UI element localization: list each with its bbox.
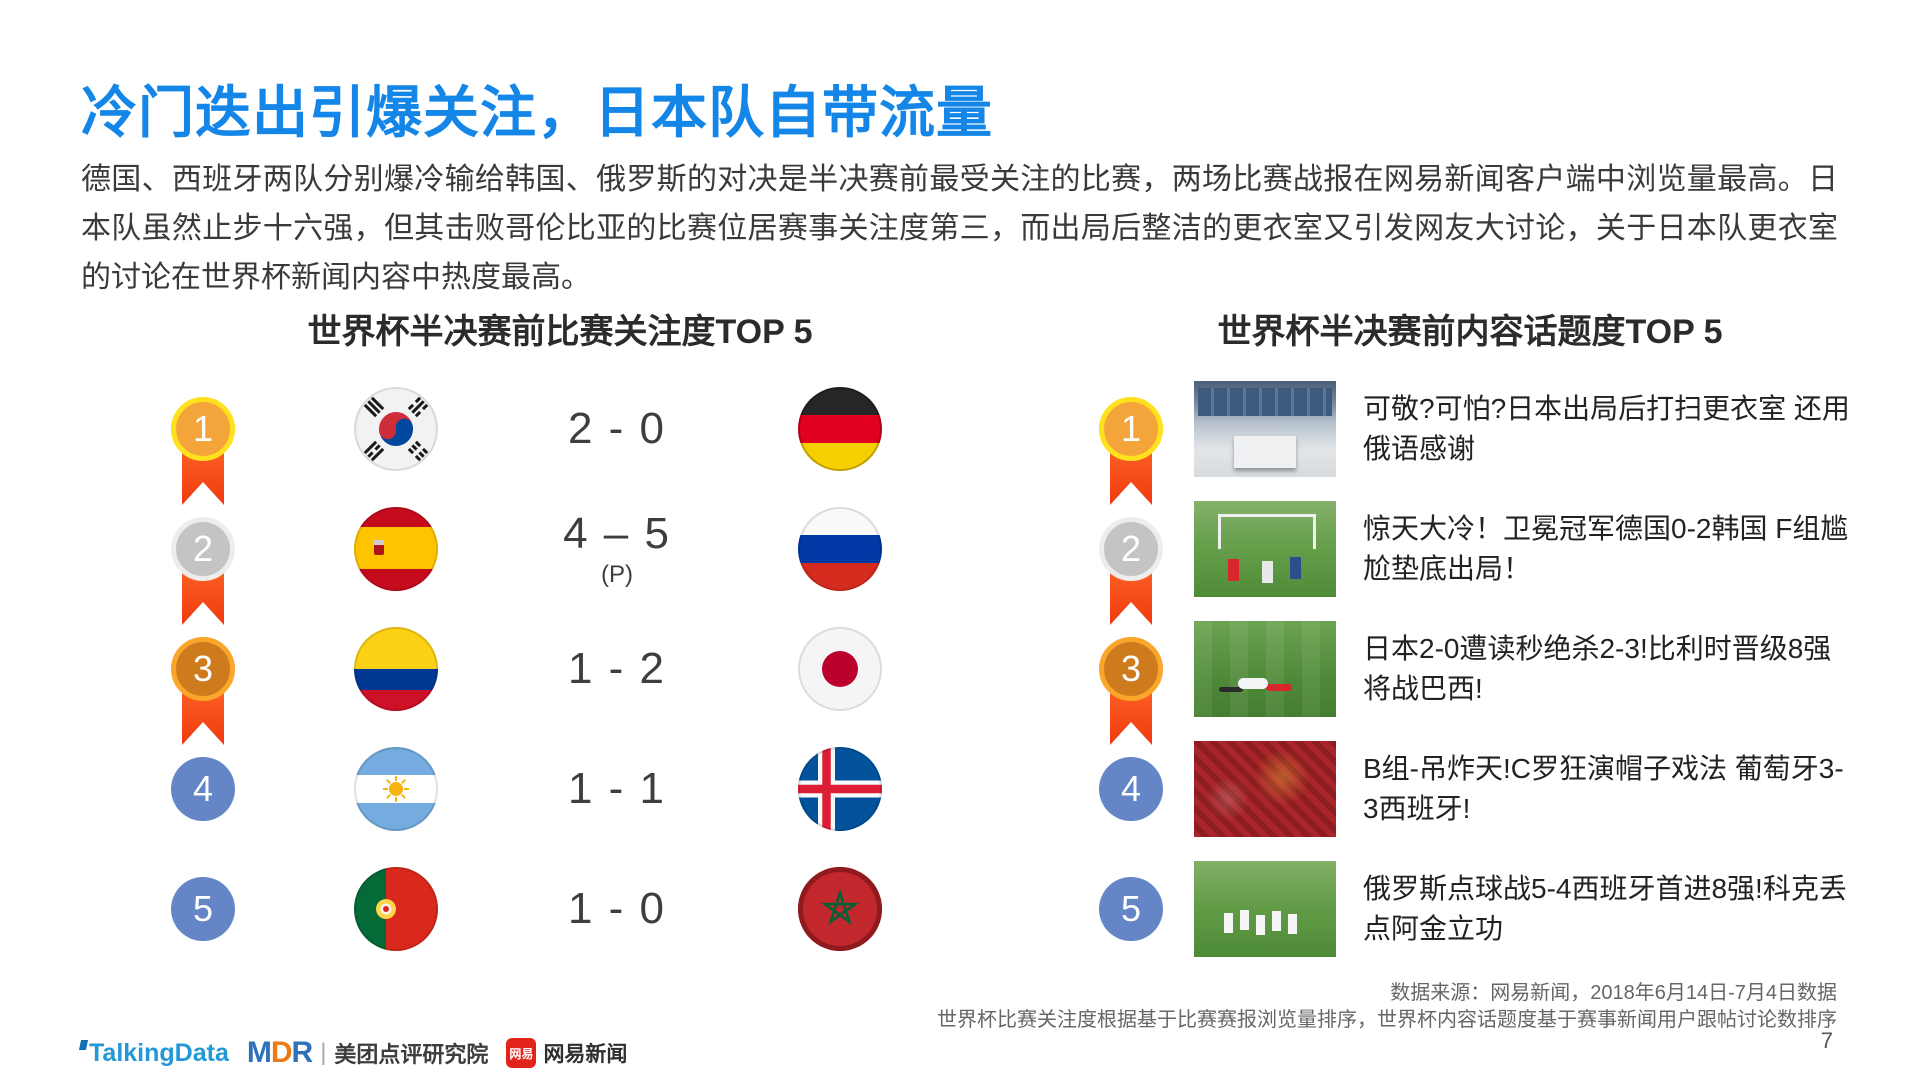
germany-korea-match-photo xyxy=(1194,501,1336,597)
penalty-note: (P) xyxy=(601,561,633,588)
news-title: 惊天大冷！卫冕冠军德国0-2韩国 F组尴尬垫底出局！ xyxy=(1363,513,1849,584)
topic-panel-header: 世界杯半决赛前内容话题度TOP 5 xyxy=(1217,313,1723,351)
rank-number: 2 xyxy=(171,517,235,581)
south-korea-flag xyxy=(354,387,438,471)
topic-rank-badge-2: 2 xyxy=(1099,517,1163,625)
russia-flag xyxy=(798,507,882,591)
rank-row-5: 5 1 - 0 xyxy=(0,849,1921,969)
rank-number: 3 xyxy=(171,637,235,701)
topic-rank-badge-5: 5 xyxy=(1099,877,1163,941)
news-title: 日本2-0遭读秒绝杀2-3!比利时晋级8强将战巴西! xyxy=(1363,633,1832,704)
data-source-note: 数据来源：网易新闻，2018年6月14日-7月4日数据 世界杯比赛关注度根据基于… xyxy=(937,980,1837,1034)
rank-number: 3 xyxy=(1099,637,1163,701)
page-number: 7 xyxy=(1820,1028,1833,1053)
match-score: 4 – 5 (P) xyxy=(512,509,722,589)
germany-flag xyxy=(798,387,882,471)
talkingdata-logo: TalkingData xyxy=(78,1039,229,1068)
netease-label: 网易新闻 xyxy=(543,1043,628,1066)
rank-badge-4: 4 xyxy=(171,757,235,821)
talkingdata-tick-icon xyxy=(78,1039,89,1050)
rank-badge-5: 5 xyxy=(171,877,235,941)
logo-divider: | xyxy=(320,1039,327,1066)
iceland-flag xyxy=(798,747,882,831)
topic-rank-badge-1: 1 xyxy=(1099,397,1163,505)
spain-flag xyxy=(354,507,438,591)
topic-rank-badge-4: 4 xyxy=(1099,757,1163,821)
rank-badge-3: 3 xyxy=(171,637,235,745)
colombia-flag xyxy=(354,627,438,711)
footer-logos: TalkingData MDR | 美团点评研究院 网易 网易新闻 xyxy=(78,1036,627,1070)
news-title: 俄罗斯点球战5-4西班牙首进8强!科克丢点阿金立功 xyxy=(1363,873,1847,944)
source-line-1: 数据来源：网易新闻，2018年6月14日-7月4日数据 xyxy=(1390,982,1837,1004)
japan-flag xyxy=(798,627,882,711)
argentina-flag xyxy=(354,747,438,831)
match-score: 1 - 0 xyxy=(567,884,667,933)
rank-number: 1 xyxy=(1099,397,1163,461)
rank-row-4: 4 1 - 1 xyxy=(0,729,1921,849)
rank-badge-2: 2 xyxy=(171,517,235,625)
portugal-flag xyxy=(354,867,438,951)
topic-rank-badge-3: 3 xyxy=(1099,637,1163,745)
match-score: 1 - 2 xyxy=(567,644,667,693)
rank-number: 2 xyxy=(1099,517,1163,581)
netease-news-logo: 网易 网易新闻 xyxy=(506,1038,627,1068)
rank-row-3: 3 1 - 2 3 xyxy=(0,609,1921,745)
match-score: 2 - 0 xyxy=(567,404,667,453)
russia-spain-match-photo xyxy=(1194,861,1336,957)
netease-icon: 网易 xyxy=(506,1038,537,1068)
morocco-flag xyxy=(798,867,882,951)
mdr-wordmark: MDR xyxy=(246,1036,313,1069)
meituan-dianping-research-logo: MDR | 美团点评研究院 xyxy=(247,1036,489,1070)
rank-number: 4 xyxy=(171,757,235,821)
match-panel-header: 世界杯半决赛前比赛关注度TOP 5 xyxy=(307,313,813,351)
rank-number: 1 xyxy=(171,397,235,461)
mdr-label: 美团点评研究院 xyxy=(334,1042,489,1067)
portugal-spain-fans-photo xyxy=(1194,741,1336,837)
rank-number: 4 xyxy=(1099,757,1163,821)
news-title: B组-吊炸天!C罗狂演帽子戏法 葡萄牙3-3西班牙! xyxy=(1363,753,1844,824)
rank-badge-1: 1 xyxy=(171,397,235,505)
source-line-2: 世界杯比赛关注度根据基于比赛赛报浏览量排序，世界杯内容话题度基于赛事新闻用户跟帖… xyxy=(937,1009,1837,1031)
rank-number: 5 xyxy=(1099,877,1163,941)
rank-row-2: 2 4 – 5 (P) xyxy=(0,489,1921,625)
news-title: 可敬?可怕?日本出局后打扫更衣室 还用俄语感谢 xyxy=(1363,393,1850,464)
page-title: 冷门迭出引爆关注，日本队自带流量 xyxy=(81,81,993,144)
intro-paragraph: 德国、西班牙两队分别爆冷输给韩国、俄罗斯的对决是半决赛前最受关注的比赛，两场比赛… xyxy=(81,163,1838,294)
japan-locker-room-photo xyxy=(1194,381,1336,477)
rank-row-1: 1 2 - 0 xyxy=(0,369,1921,505)
japan-belgium-match-photo xyxy=(1194,621,1336,717)
match-score: 1 - 1 xyxy=(567,764,667,813)
rank-number: 5 xyxy=(171,877,235,941)
